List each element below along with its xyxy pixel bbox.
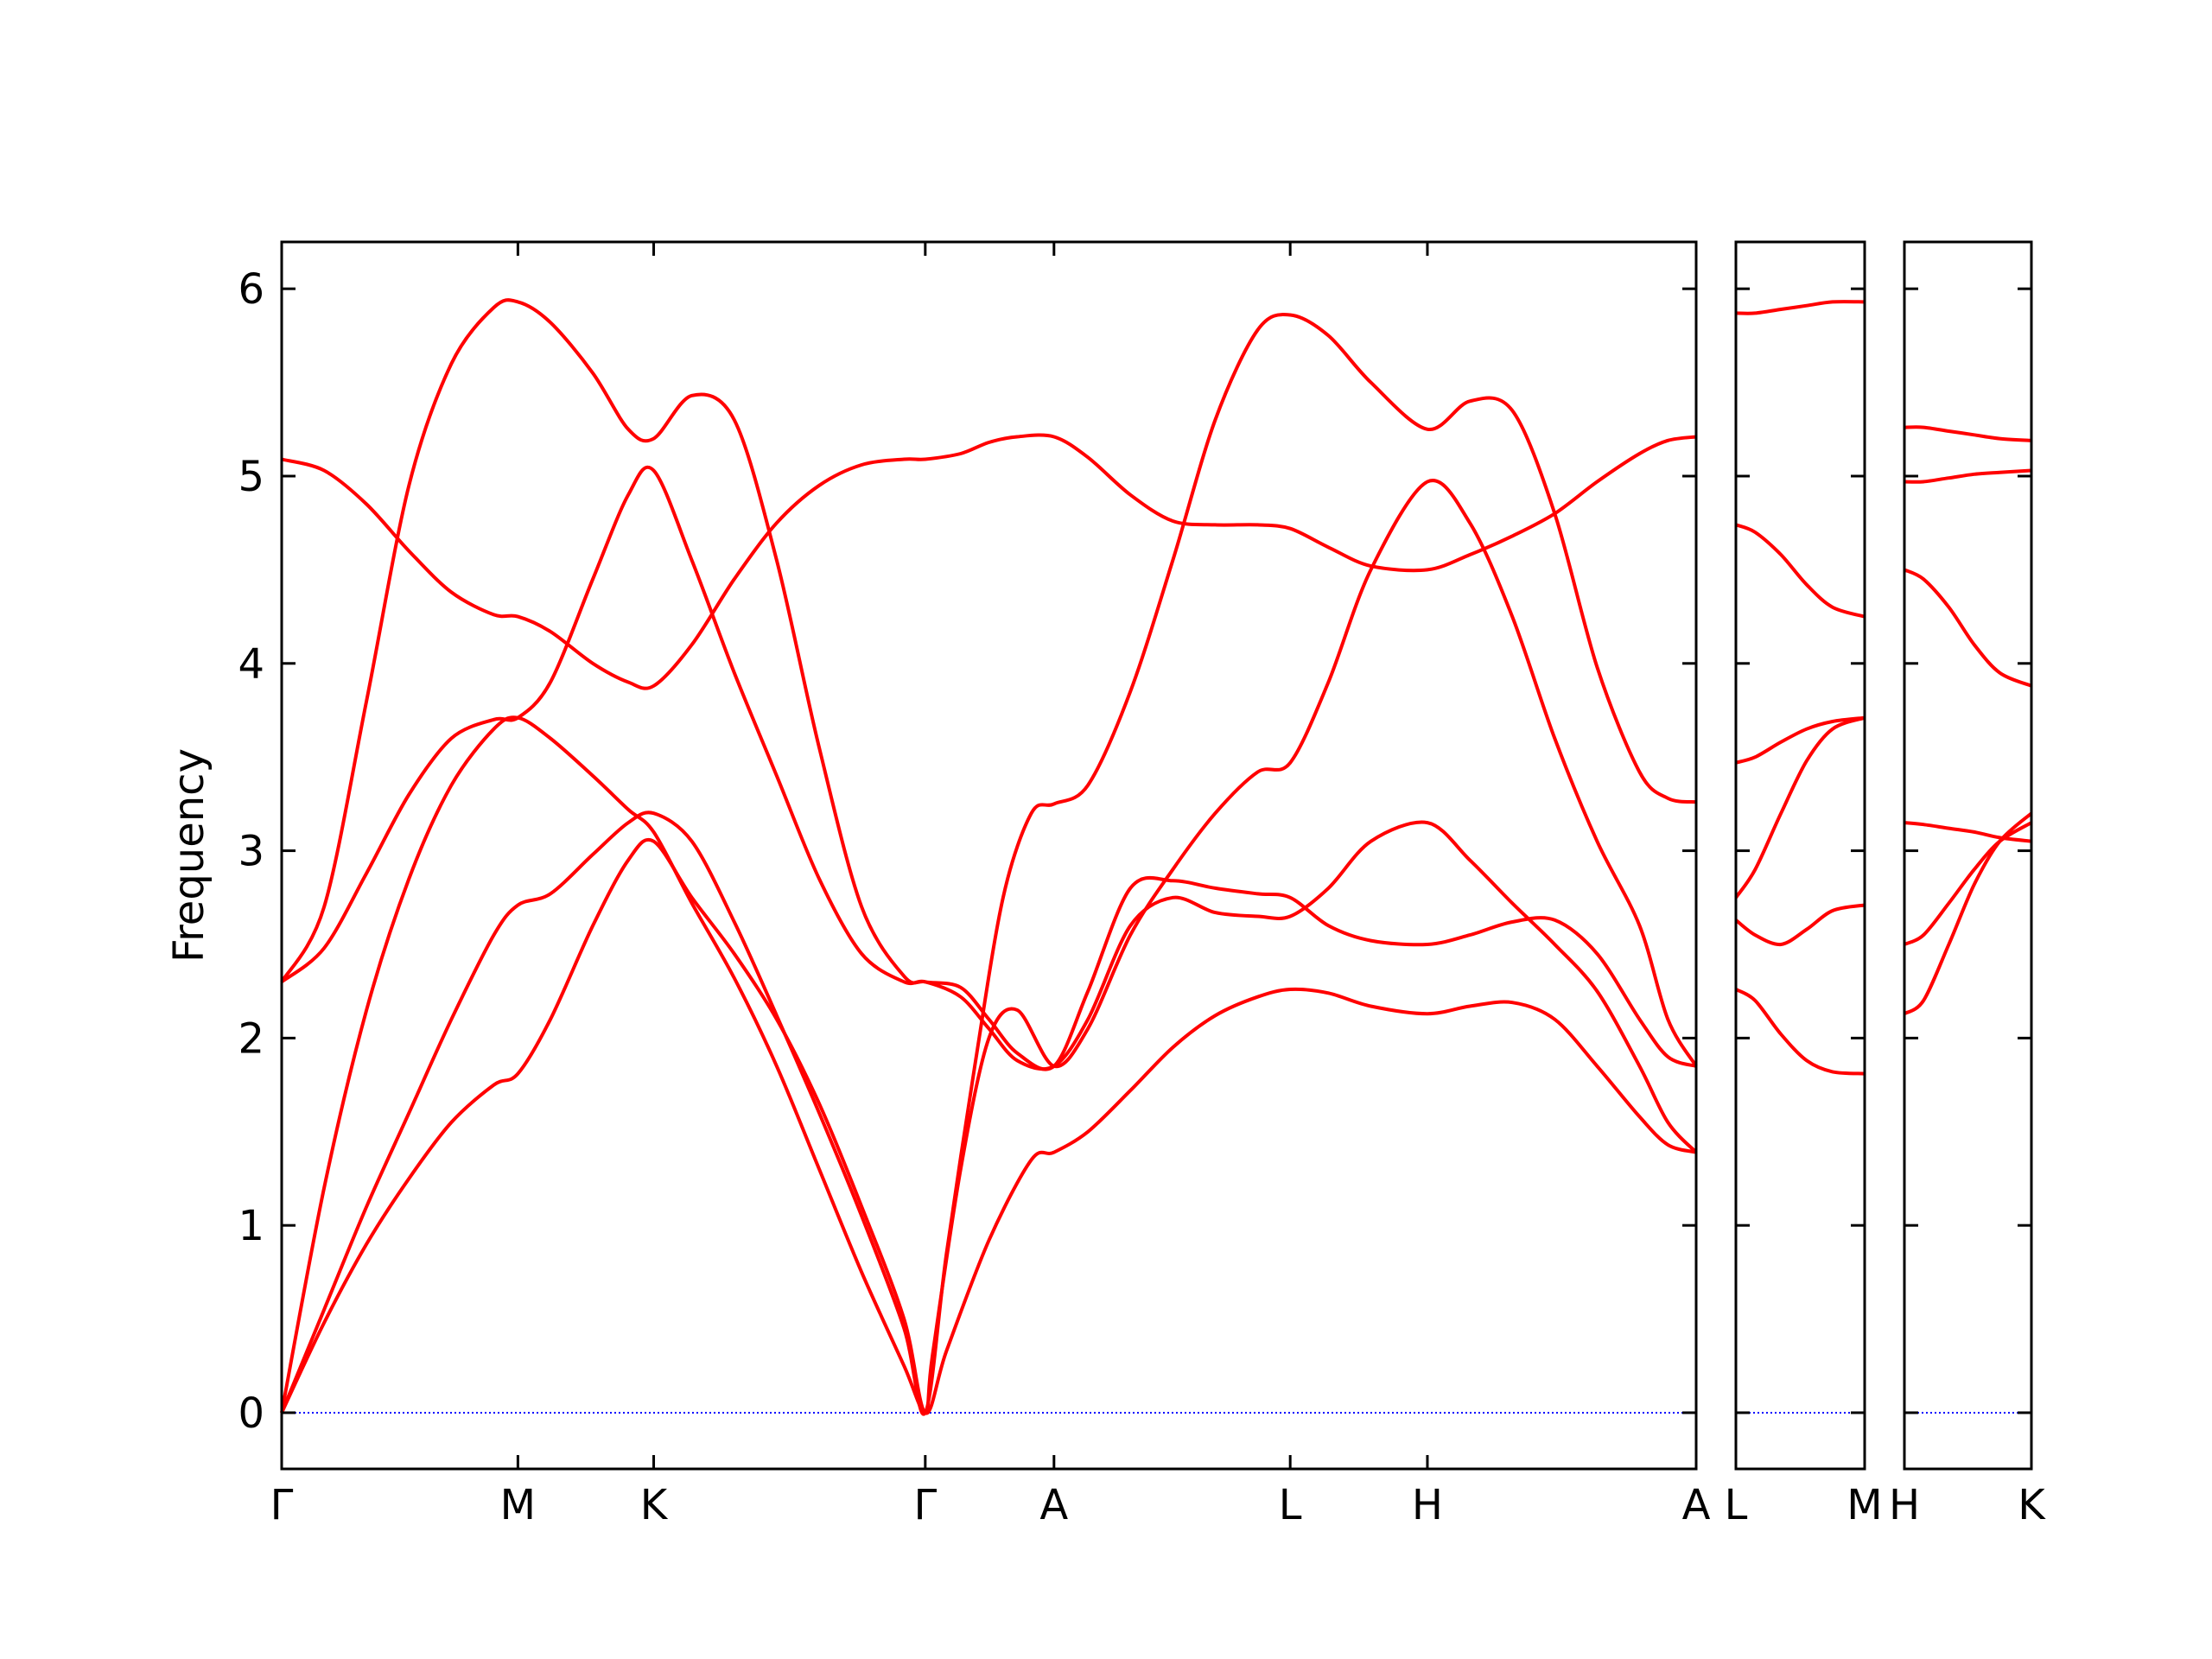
x-tick-label: L bbox=[1279, 1481, 1302, 1529]
y-tick-label: 3 bbox=[238, 828, 264, 876]
band-line-5 bbox=[280, 298, 1697, 1071]
band-line-6 bbox=[1735, 300, 1866, 315]
y-axis-title: Frequency bbox=[165, 748, 213, 963]
x-tick-label: H bbox=[1412, 1481, 1443, 1529]
band-line-6 bbox=[281, 433, 1697, 690]
band-line-5 bbox=[1735, 523, 1866, 619]
y-tick-label: 4 bbox=[238, 640, 264, 689]
band-line-4 bbox=[1904, 568, 2032, 688]
y-tick-label: 5 bbox=[238, 453, 264, 501]
band-line-3 bbox=[1734, 715, 1866, 899]
y-axis-title-group: Frequency bbox=[165, 748, 213, 963]
axes-frame bbox=[280, 240, 1698, 1471]
band-line-1 bbox=[1903, 811, 2033, 1015]
band-line-3 bbox=[1904, 821, 2032, 843]
x-tick-label: H bbox=[1889, 1481, 1920, 1529]
band-line-4 bbox=[280, 465, 1698, 1154]
x-tick-label: M bbox=[500, 1481, 536, 1529]
x-tick-label: L bbox=[1725, 1481, 1748, 1529]
y-tick-label: 2 bbox=[238, 1014, 264, 1063]
x-tick-label: A bbox=[1682, 1481, 1711, 1529]
band-line-5 bbox=[1904, 468, 2032, 484]
x-tick-label: M bbox=[1847, 1481, 1882, 1529]
band-line-6 bbox=[1904, 425, 2032, 442]
y-tick-label: 0 bbox=[238, 1389, 264, 1438]
axes-frame bbox=[1734, 240, 1866, 1471]
band-line-3 bbox=[280, 479, 1698, 1414]
band-line-4 bbox=[1735, 715, 1866, 765]
y-tick-label: 6 bbox=[238, 265, 264, 314]
band-line-1 bbox=[1734, 988, 1866, 1076]
axes-frame bbox=[1903, 240, 2033, 1471]
band-line-1 bbox=[280, 837, 1697, 1415]
x-tick-label: Γ bbox=[270, 1481, 294, 1529]
x-tick-label: K bbox=[2018, 1481, 2046, 1529]
y-tick-label: 1 bbox=[238, 1202, 264, 1250]
x-tick-label: A bbox=[1039, 1481, 1068, 1529]
band-line-2 bbox=[1734, 903, 1866, 947]
x-tick-label: Γ bbox=[913, 1481, 937, 1529]
x-tick-label: K bbox=[640, 1481, 669, 1529]
band-line-2 bbox=[280, 313, 1697, 1416]
panel-main-path: 0 1 2 3 4 5 6 Γ M K Γ A L H A bbox=[238, 240, 1711, 1529]
